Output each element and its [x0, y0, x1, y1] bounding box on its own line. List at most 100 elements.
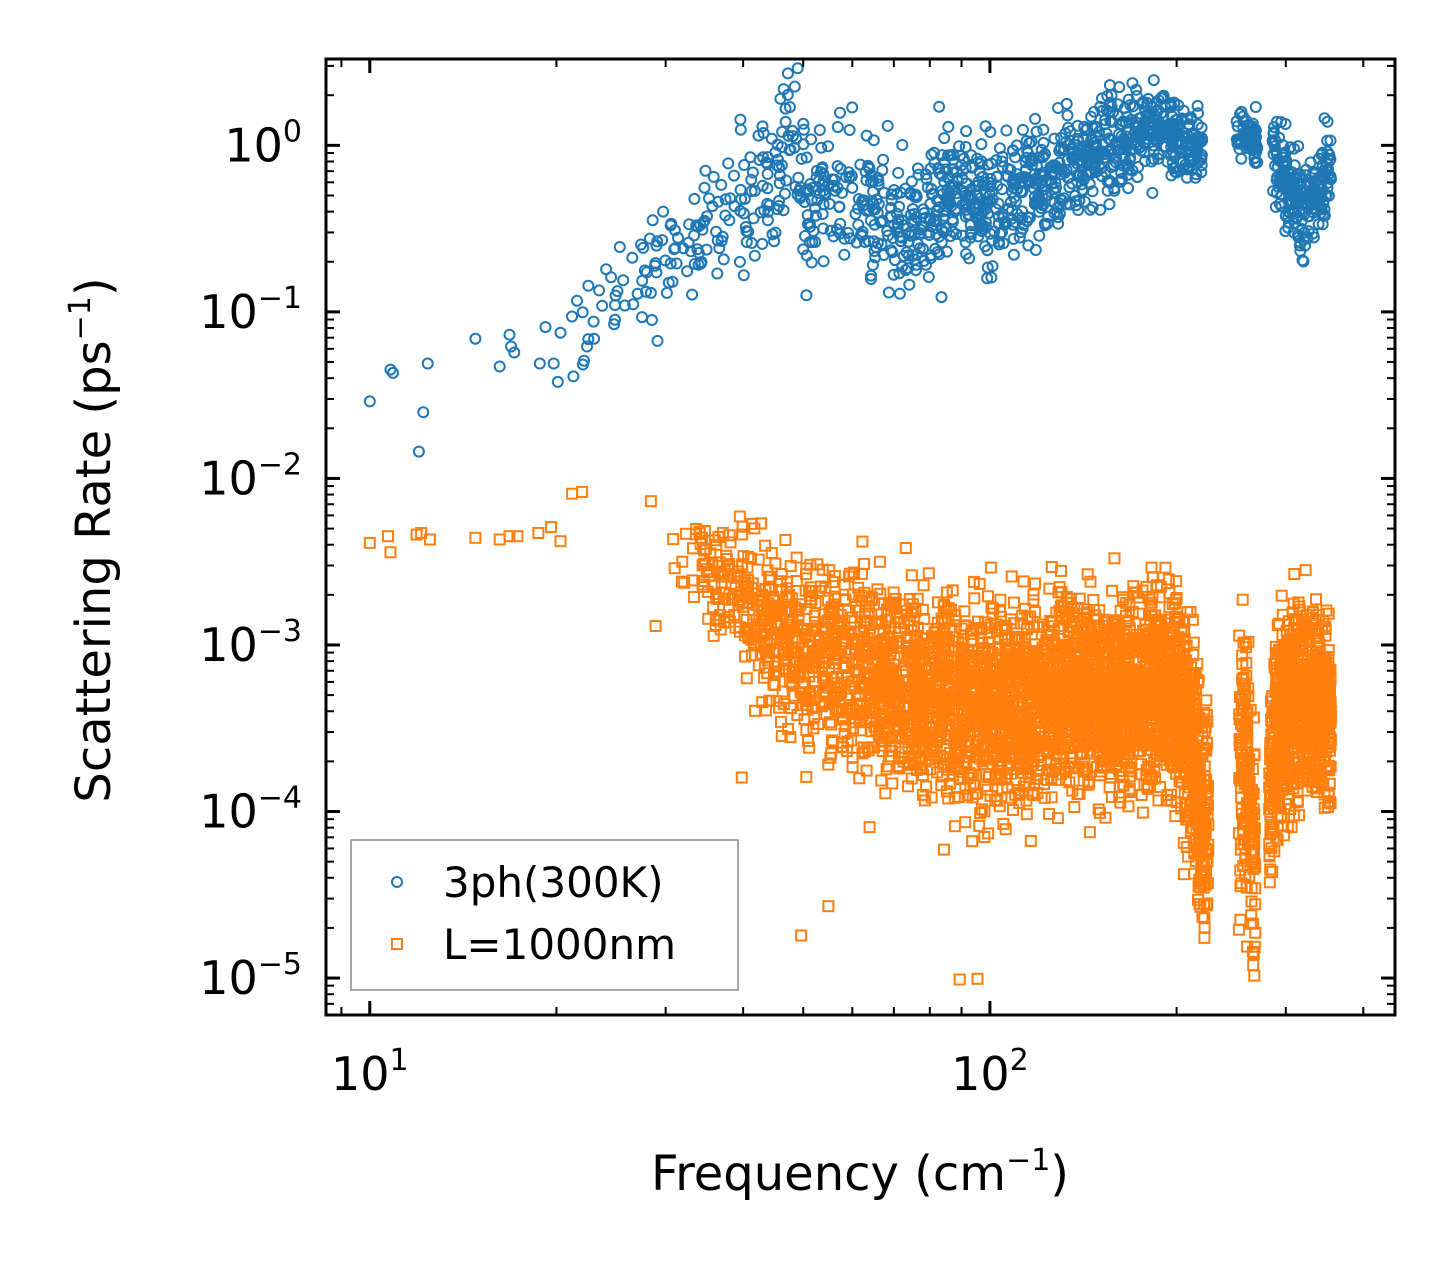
data-point: [752, 659, 765, 672]
data-point: [797, 117, 810, 130]
data-point: [728, 169, 740, 182]
data-point: [856, 747, 869, 760]
data-point: [1276, 156, 1289, 169]
data-point: [761, 564, 774, 577]
data-point: [1189, 667, 1202, 679]
data-point: [1038, 791, 1051, 804]
data-point: [651, 334, 664, 347]
data-point: [770, 695, 783, 708]
data-point: [1017, 575, 1030, 588]
data-point: [608, 318, 621, 331]
data-point: [971, 152, 984, 165]
data-point: [1086, 201, 1099, 214]
data-point: [875, 238, 888, 251]
data-point: [1186, 127, 1199, 140]
data-point: [1152, 147, 1165, 160]
data-point: [665, 217, 678, 230]
data-point: [1236, 593, 1249, 606]
data-point: [842, 226, 854, 239]
data-point: [698, 181, 711, 194]
data-point: [1141, 112, 1154, 124]
data-point: [940, 586, 953, 599]
data-point: [1123, 598, 1136, 611]
data-point: [983, 188, 996, 201]
data-point: [973, 218, 986, 231]
data-point: [412, 445, 425, 458]
data-point: [1038, 183, 1051, 196]
data-point: [581, 340, 593, 353]
data-point: [1323, 154, 1336, 167]
data-point: [935, 291, 948, 304]
data-point: [1322, 801, 1334, 813]
data-point: [596, 299, 609, 312]
data-point: [905, 624, 918, 637]
data-point: [801, 218, 814, 231]
data-point: [1014, 226, 1027, 239]
data-point: [1052, 201, 1064, 213]
data-point: [1042, 210, 1055, 223]
data-point: [1244, 142, 1257, 155]
data-point: [922, 567, 935, 580]
data-point: [748, 184, 761, 197]
data-point: [578, 354, 590, 367]
data-point: [804, 220, 817, 233]
data-point: [956, 164, 969, 177]
data-point: [1139, 155, 1151, 167]
data-point: [1128, 137, 1141, 150]
data-point: [1122, 182, 1135, 195]
data-point: [903, 278, 916, 291]
data-point: [1299, 239, 1311, 252]
data-point: [1053, 156, 1066, 169]
data-point: [808, 623, 821, 635]
data-point: [756, 120, 769, 133]
data-point: [1062, 171, 1074, 184]
data-point: [670, 257, 683, 270]
data-point: [909, 264, 922, 277]
data-point: [1023, 211, 1036, 224]
data-point: [838, 727, 851, 740]
data-point: [761, 168, 774, 180]
data-point: [933, 167, 946, 180]
data-point: [804, 178, 817, 190]
data-point: [692, 247, 705, 259]
data-point: [985, 157, 998, 170]
data-point: [986, 607, 999, 620]
data-point: [804, 581, 817, 594]
data-point: [865, 169, 878, 182]
data-point: [861, 615, 874, 628]
data-point: [899, 542, 912, 554]
data-point: [757, 151, 770, 164]
data-point: [1057, 144, 1070, 157]
data-point: [1318, 112, 1331, 125]
data-point: [859, 165, 872, 178]
data-point: [1083, 177, 1096, 190]
data-point: [1295, 180, 1308, 193]
data-point: [1234, 108, 1247, 120]
data-point: [1159, 140, 1172, 153]
data-point: [906, 249, 919, 262]
data-point: [818, 673, 831, 686]
data-point: [784, 143, 797, 156]
data-point: [757, 127, 770, 139]
data-point: [617, 274, 630, 287]
data-point: [1079, 763, 1092, 776]
data-point: [699, 164, 712, 177]
data-point: [1014, 617, 1027, 630]
data-point: [797, 123, 810, 136]
data-point: [788, 80, 801, 93]
data-point: [986, 260, 999, 273]
data-point: [779, 115, 792, 128]
data-point: [979, 240, 992, 253]
data-point: [817, 255, 830, 268]
data-point: [811, 558, 824, 571]
data-point: [734, 205, 747, 217]
data-point: [921, 181, 934, 194]
data-point: [875, 774, 888, 787]
data-point: [1234, 880, 1247, 893]
data-point: [881, 119, 894, 132]
data-point: [971, 972, 984, 985]
data-point: [1239, 637, 1252, 650]
data-point: [1176, 156, 1189, 169]
data-point: [640, 285, 652, 298]
data-point: [1232, 134, 1245, 147]
